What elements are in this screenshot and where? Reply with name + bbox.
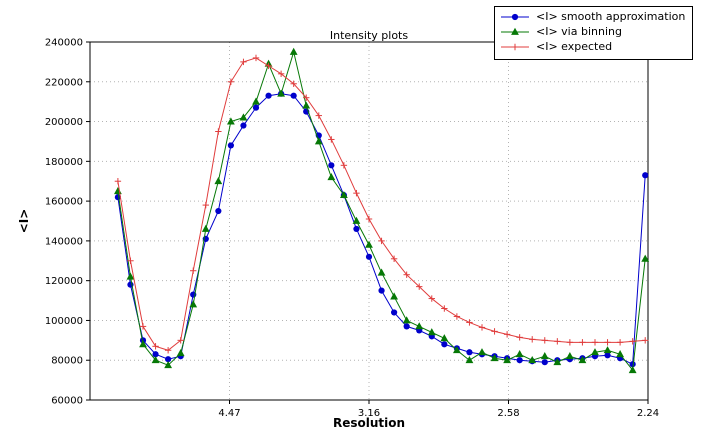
circle-marker [365,253,373,260]
triangle-marker [641,254,650,262]
triangle-marker [189,300,198,308]
triangle-marker [277,89,286,97]
circle-marker [240,122,247,129]
triangle-marker [201,224,210,232]
circle-marker [265,92,272,99]
legend-entry: <I> expected [500,40,685,55]
circle-marker [511,14,519,21]
circle-marker [466,349,473,356]
triangle-marker [327,173,336,181]
triangle-marker [515,350,524,358]
triangle-marker [164,360,173,369]
circle-marker [642,172,649,179]
triangle-marker [415,322,424,330]
legend-triangle-sample-icon [501,28,529,36]
legend-circle-sample-icon [501,14,529,21]
y-tick-label: 120000 [45,276,83,287]
triangle-marker [540,352,549,360]
triangle-marker [603,346,612,354]
triangle-marker [239,113,248,121]
circle-marker [403,323,410,330]
legend: <I> smooth approximation <I> via binning <… [494,6,694,60]
circle-marker [516,357,523,364]
series-line [117,50,646,372]
legend-entries: <I> smooth approximation <I> via binning <… [500,10,685,55]
triangle-marker [114,186,122,195]
y-tick-label: 200000 [45,117,83,128]
y-tick-label: 140000 [45,236,83,247]
triangle-marker [565,352,574,360]
circle-marker [227,142,234,149]
plot-frame [89,41,649,401]
y-tick-label: 80000 [51,356,83,367]
triangle-marker [214,177,223,185]
triangle-marker [591,348,599,356]
triangle-marker [352,216,361,224]
triangle-marker [578,356,587,364]
legend-plus-sample-icon [501,43,529,51]
triangle-marker [427,328,436,336]
triangle-marker [151,356,160,364]
legend-entry: <I> smooth approximation [500,10,685,25]
triangle-marker [226,117,235,125]
series-line [117,57,646,351]
triangle-marker [628,365,637,374]
circle-marker [290,92,297,99]
y-tick-label: 220000 [45,77,83,88]
circle-marker [165,356,172,363]
circle-marker [391,309,398,316]
series-line [117,93,646,365]
circle-marker [353,225,360,233]
y-tick-label: 60000 [51,396,83,407]
y-tick-label: 160000 [45,197,83,208]
triangle-marker [139,340,147,348]
triangle-marker [528,356,537,364]
legend-label: <I> smooth approximation [536,10,686,23]
triangle-marker [402,316,411,324]
triangle-marker [252,97,260,105]
circle-marker [378,287,385,294]
triangle-marker [176,349,185,357]
triangle-marker [302,101,311,109]
triangle-marker [503,356,512,364]
x-tick-label: 2.24 [637,408,659,419]
triangle-marker [289,47,298,55]
y-tick-label: 240000 [45,38,83,49]
triangle-marker [490,354,499,362]
triangle-marker [616,350,624,358]
circle-marker [252,104,260,111]
x-tick-label: 2.58 [497,408,519,419]
triangle-marker [452,346,461,354]
x-tick-label: 3.16 [358,408,380,419]
triangle-marker [465,356,474,364]
x-axis-label: Resolution [333,416,405,430]
triangle-marker [390,292,399,300]
y-axis-label: <I> [17,209,31,234]
legend-label: <I> via binning [536,24,622,38]
triangle-marker [314,137,323,145]
chart-title: Intensity plots [330,29,408,42]
circle-marker [441,341,448,348]
y-tick-label: 100000 [45,316,83,327]
x-tick-label: 4.47 [218,408,240,419]
triangle-marker [365,240,373,248]
triangle-marker [553,358,562,366]
triangle-marker [339,190,348,199]
triangle-marker [126,272,135,280]
circle-marker [629,361,636,368]
y-tick-label: 180000 [45,157,83,168]
triangle-marker [377,268,386,276]
circle-marker [328,162,335,169]
circle-marker [152,351,159,358]
legend-label: <I> expected [536,39,613,53]
legend-entry: <I> via binning [500,25,685,40]
circle-marker [215,207,222,215]
triangle-marker [478,348,486,356]
circle-marker [541,359,548,366]
circle-marker [604,352,611,359]
triangle-marker [511,28,519,36]
triangle-marker [440,334,449,342]
